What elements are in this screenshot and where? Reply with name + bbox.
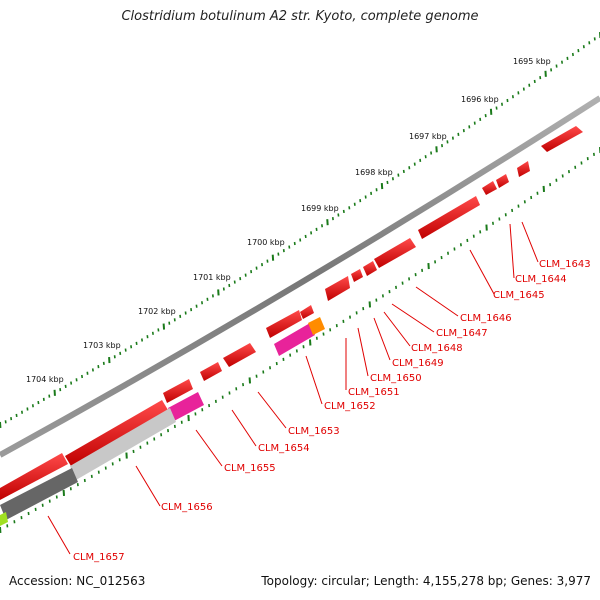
outer-scale-ticks <box>0 32 600 429</box>
pseudo-feature-darkgray <box>0 468 78 520</box>
scale-label: 1703 kbp <box>83 341 121 350</box>
pseudo-feature-orange <box>308 317 325 335</box>
gene-feature-1647 <box>374 238 416 268</box>
reverse-strand-features <box>0 317 325 526</box>
scale-label: 1704 kbp <box>26 375 64 384</box>
gene-feature-1644 <box>517 161 530 177</box>
gene-feature-1655 <box>163 379 193 403</box>
gene-features <box>0 126 583 500</box>
gene-feature-1657 <box>0 453 68 500</box>
map-title: Clostridium botulinum A2 str. Kyoto, com… <box>121 9 479 24</box>
gene-label: CLM_1643 <box>539 259 591 270</box>
gene-feature-1648 <box>363 261 377 276</box>
scale-label: 1698 kbp <box>355 168 393 177</box>
scale-label: 1696 kbp <box>461 95 499 104</box>
gene-feature-1646 <box>418 196 480 239</box>
gene-label: CLM_1651 <box>348 387 400 398</box>
gene-label: CLM_1655 <box>224 463 276 474</box>
gene-feature-1645 <box>482 181 497 195</box>
gene-feature-1654 <box>200 362 222 381</box>
gene-label-leaders <box>47 221 539 555</box>
scale-label: 1695 kbp <box>513 57 551 66</box>
inner-scale-ticks <box>0 147 600 534</box>
accession-text: Accession: NC_012563 <box>9 574 146 588</box>
gene-label: CLM_1650 <box>370 373 422 384</box>
genome-summary: Topology: circular; Length: 4,155,278 bp… <box>261 574 591 588</box>
scale-label: 1700 kbp <box>247 238 285 247</box>
gene-label: CLM_1645 <box>493 290 545 301</box>
pseudo-feature-green <box>0 512 8 526</box>
gene-label: CLM_1646 <box>460 313 512 324</box>
gene-label: CLM_1649 <box>392 358 444 369</box>
gene-feature-1656 <box>65 400 168 466</box>
pseudo-feature-lightgray <box>70 408 176 480</box>
gene-label: CLM_1654 <box>258 443 310 454</box>
scale-label: 1699 kbp <box>301 204 339 213</box>
scale-labels: 1695 kbp 1696 kbp 1697 kbp 1698 kbp 1699 kbp… <box>26 57 551 384</box>
scale-label: 1701 kbp <box>193 273 231 282</box>
gene-label: CLM_1653 <box>288 426 340 437</box>
gene-label: CLM_1656 <box>161 502 213 513</box>
scale-label: 1702 kbp <box>138 307 176 316</box>
gene-feature-1651 <box>300 305 314 319</box>
gene-feature-1653 <box>223 343 256 367</box>
pseudo-feature-pink-2 <box>168 392 204 421</box>
gene-label: CLM_1657 <box>73 552 125 563</box>
gene-label: CLM_1648 <box>411 343 463 354</box>
gene-labels: CLM_1643 CLM_1644 CLM_1645 CLM_1646 CLM_1647… <box>73 259 591 563</box>
gene-feature-1643 <box>541 126 583 152</box>
pseudo-feature-pink-1 <box>274 323 315 356</box>
gene-label: CLM_1652 <box>324 401 376 412</box>
gene-feature-1650 <box>325 276 350 301</box>
gene-feature-1652 <box>266 310 302 338</box>
gene-feature-1649 <box>351 269 363 282</box>
gene-feature-1645b <box>496 174 509 188</box>
gene-label: CLM_1644 <box>515 274 567 285</box>
scale-label: 1697 kbp <box>409 132 447 141</box>
gene-label: CLM_1647 <box>436 328 488 339</box>
genome-backbone <box>0 95 600 458</box>
